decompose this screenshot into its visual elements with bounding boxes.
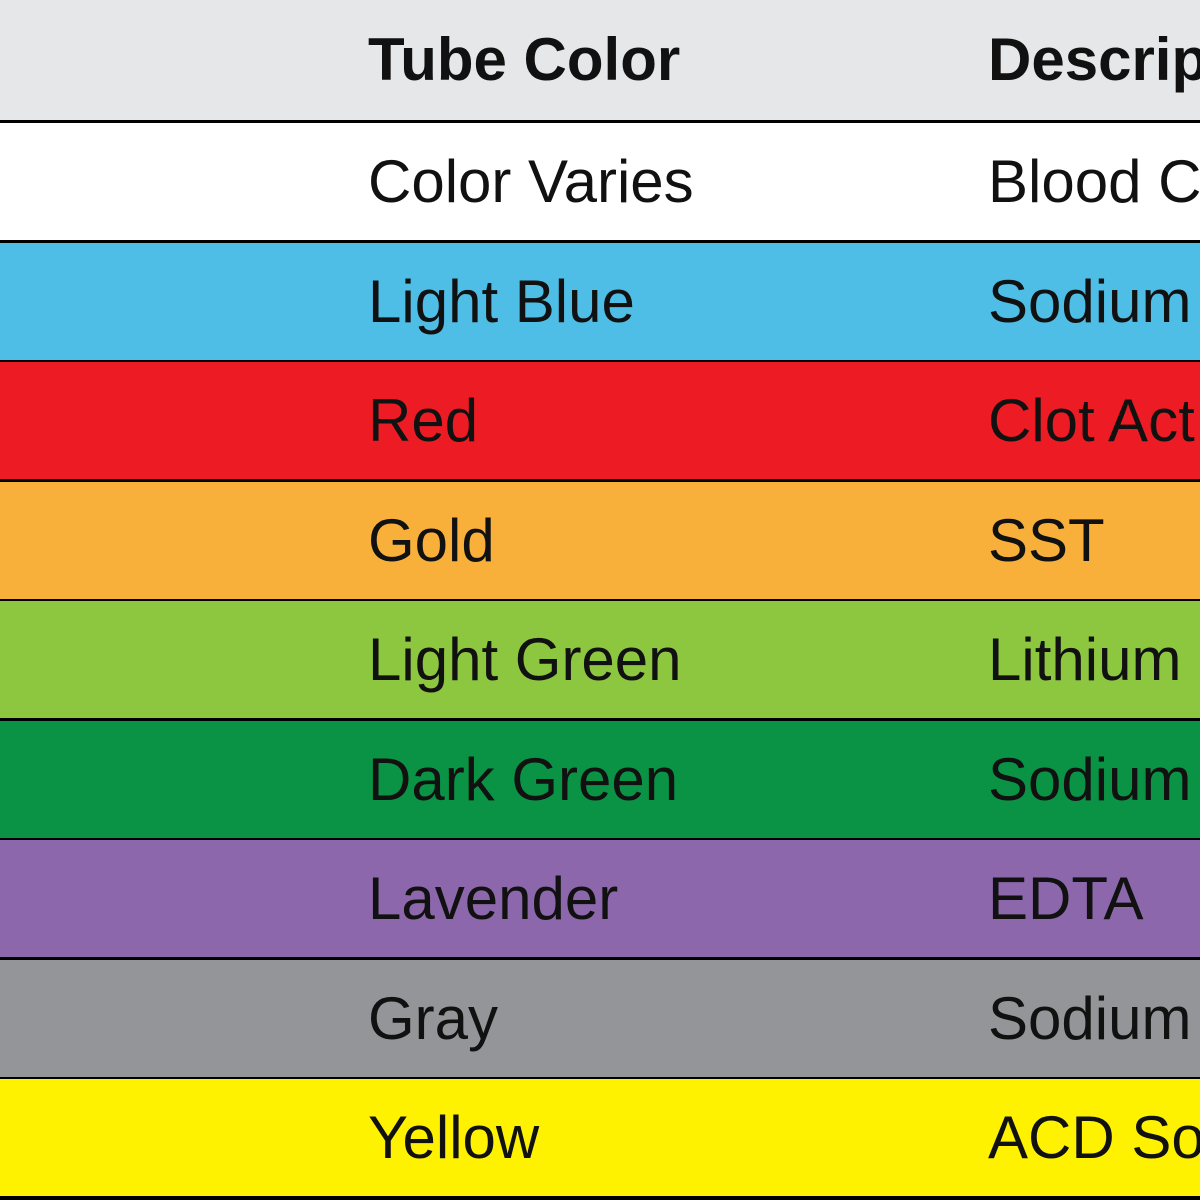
table-cell: Blood C (988, 148, 1200, 215)
table-cell: Gray (368, 984, 499, 1052)
table-cell: Light Blue (368, 267, 635, 335)
table-cell: Red (368, 387, 479, 454)
header-cell: Descrip (988, 26, 1200, 93)
table-cell: SST (988, 506, 1105, 574)
table-cell: Gold (368, 506, 495, 574)
table-row: Gray Sodium (0, 959, 1200, 1077)
header-cell: Tube Color (368, 26, 681, 93)
header-row: Tube Color Descrip (0, 0, 1200, 120)
table-cell: Sodium (988, 267, 1192, 335)
table-row: Yellow ACD So (0, 1079, 1200, 1196)
table-cell: Lavender (368, 865, 619, 932)
table-cell: Yellow (368, 1104, 540, 1171)
table-cell: Dark Green (368, 745, 679, 813)
table-cell: Lithium (988, 626, 1182, 693)
table-row: Color Varies Blood C (0, 123, 1200, 240)
table-row: Gold SST (0, 481, 1200, 599)
table-cell: Clot Act (988, 387, 1195, 454)
table-cell: Light Green (368, 626, 682, 693)
table-row: Light Green Lithium (0, 601, 1200, 718)
table-cell: Sodium (988, 745, 1192, 813)
table-cell: Color Varies (368, 148, 694, 215)
table-cell: EDTA (988, 865, 1144, 932)
table-cell: ACD So (988, 1104, 1200, 1171)
table-row: Light Blue Sodium (0, 242, 1200, 360)
table-row: Lavender EDTA (0, 840, 1200, 957)
table-cell: Sodium (988, 984, 1192, 1052)
table-row: Dark Green Sodium (0, 720, 1200, 838)
table-row: Red Clot Act (0, 362, 1200, 479)
